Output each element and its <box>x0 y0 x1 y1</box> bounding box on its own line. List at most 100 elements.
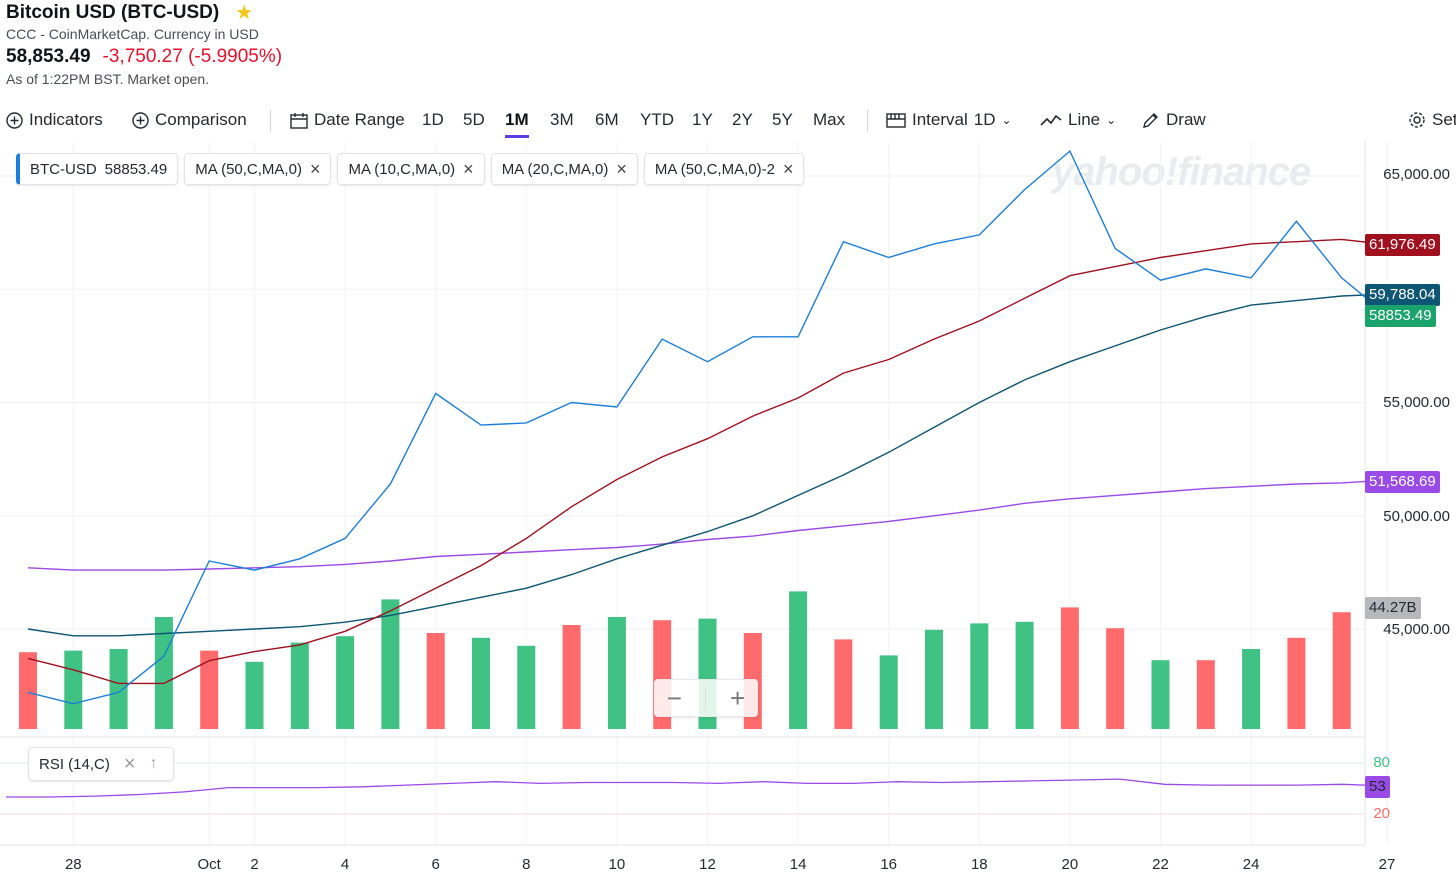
y-tick-55000: 55,000.00 <box>1383 394 1450 411</box>
range-1d[interactable]: 1D <box>422 110 444 129</box>
range-2y[interactable]: 2Y <box>732 110 753 129</box>
volume-bars <box>19 591 1351 729</box>
chart-type-button[interactable]: Line ⌄ <box>1040 104 1116 136</box>
volume-value-tag: 44.27B <box>1365 597 1421 619</box>
volume-bar <box>562 625 581 729</box>
indicator-chips: BTC-USD 58853.49 MA (50,C,MA,0) × MA (10… <box>16 153 805 185</box>
volume-bar <box>517 645 536 729</box>
y-tick-45000: 45,000.00 <box>1383 621 1450 638</box>
range-1m[interactable]: 1M <box>505 104 529 138</box>
yahoo-finance-watermark: yahoo!finance <box>1052 150 1311 194</box>
x-tick-label: 22 <box>1152 856 1169 873</box>
volume-bar <box>1332 612 1351 729</box>
volume-bar <box>64 650 83 729</box>
range-5d[interactable]: 5D <box>463 110 485 129</box>
chip-label: MA (50,C,MA,0)-2 <box>654 160 775 178</box>
volume-bar <box>1287 637 1306 729</box>
interval-label: Interval <box>912 110 968 129</box>
zoom-divider <box>705 686 707 710</box>
chip-label: BTC-USD <box>30 160 97 178</box>
zoom-out-button[interactable]: − <box>666 682 682 713</box>
volume-bar <box>290 642 309 729</box>
volume-bar <box>19 652 37 729</box>
chip-ma-20[interactable]: MA (20,C,MA,0) × <box>490 153 638 185</box>
chip-label: MA (50,C,MA,0) <box>195 160 302 178</box>
volume-bar <box>925 629 943 729</box>
quote-header: Bitcoin USD (BTC-USD) ★ CCC - CoinMarket… <box>6 0 282 87</box>
close-icon[interactable]: × <box>123 752 136 775</box>
chip-label: RSI (14,C) <box>39 755 110 773</box>
draw-button[interactable]: Draw <box>1142 104 1206 136</box>
draw-label: Draw <box>1166 110 1206 129</box>
chip-ma-50[interactable]: MA (50,C,MA,0) × <box>184 153 332 185</box>
volume-bar <box>970 623 989 729</box>
close-icon[interactable]: × <box>463 159 474 179</box>
market-status: As of 1:22PM BST. Market open. <box>6 71 210 87</box>
date-range-label: Date Range <box>314 110 405 129</box>
close-icon[interactable]: × <box>782 159 794 179</box>
chip-ma-10[interactable]: MA (10,C,MA,0) × <box>337 153 485 185</box>
toolbar-divider <box>867 110 868 132</box>
toolbar-divider <box>270 110 271 132</box>
chip-rsi[interactable]: RSI (14,C) × ↑ <box>28 747 174 781</box>
x-axis: 28 Oct 2 4 6 8 10 12 14 16 18 20 22 24 27 <box>65 856 1395 873</box>
chart-toolbar: Indicators Comparison Date Range 1D 5D 1… <box>0 104 1456 138</box>
series-line <box>27 238 1388 685</box>
settings-label: Set <box>1432 110 1456 129</box>
date-range-button[interactable]: Date Range <box>290 104 405 136</box>
volume-bar <box>789 591 808 729</box>
indicators-label: Indicators <box>29 110 103 129</box>
rsi-level-20: 20 <box>1373 805 1390 822</box>
x-tick-label: 20 <box>1062 856 1079 873</box>
star-icon[interactable]: ★ <box>235 2 254 24</box>
volume-bar <box>245 661 264 729</box>
range-5y[interactable]: 5Y <box>772 110 793 129</box>
page-title: Bitcoin USD (BTC-USD) <box>6 2 220 23</box>
volume-bar <box>426 633 445 729</box>
range-3m[interactable]: 3M <box>550 110 574 129</box>
chart-grid <box>0 140 1388 846</box>
range-6m[interactable]: 6M <box>595 110 619 129</box>
pencil-icon <box>1143 113 1158 128</box>
x-tick-label: Oct <box>198 856 222 873</box>
settings-button[interactable]: Set <box>1408 104 1456 136</box>
plus-circle-icon <box>6 111 23 129</box>
range-ytd[interactable]: YTD <box>640 110 674 129</box>
range-1y[interactable]: 1Y <box>692 110 713 129</box>
chip-btc-usd[interactable]: BTC-USD 58853.49 <box>16 153 179 185</box>
ma50-value-tag: 51,568.69 <box>1365 471 1440 493</box>
close-icon[interactable]: × <box>616 159 627 179</box>
volume-bar <box>1106 628 1125 729</box>
volume-bar <box>1151 660 1170 729</box>
close-icon[interactable]: × <box>309 159 321 179</box>
volume-bar <box>1060 607 1079 729</box>
rsi-panel <box>0 762 1388 815</box>
x-tick-label: 8 <box>522 856 530 873</box>
x-tick-label: 6 <box>432 856 440 873</box>
series-line <box>27 479 1388 571</box>
x-tick-label: 10 <box>609 856 626 873</box>
series-line <box>27 149 1388 705</box>
x-tick-label: 4 <box>341 856 349 873</box>
range-max[interactable]: Max <box>813 110 846 129</box>
arrow-up-icon[interactable]: ↑ <box>149 755 158 772</box>
x-tick-label: 18 <box>971 856 988 873</box>
zoom-in-button[interactable]: + <box>730 682 746 713</box>
rsi-value-tag: 53 <box>1365 776 1390 798</box>
calendar-icon <box>290 112 308 129</box>
x-tick-label: 24 <box>1243 856 1260 873</box>
chip-ma-50-2[interactable]: MA (50,C,MA,0)-2 × <box>643 153 805 185</box>
volume-bar <box>336 636 355 729</box>
volume-bar <box>154 617 173 729</box>
indicators-button[interactable]: Indicators <box>6 104 103 136</box>
interval-button[interactable]: Interval 1D ⌄ <box>886 104 1012 136</box>
volume-bar <box>200 650 219 729</box>
comparison-button[interactable]: Comparison <box>132 104 247 136</box>
volume-bar <box>834 639 853 729</box>
interval-value: 1D <box>973 110 996 129</box>
chevron-down-icon: ⌄ <box>1001 113 1012 127</box>
chip-label: MA (20,C,MA,0) <box>501 160 609 178</box>
y-tick-50000: 50,000.00 <box>1383 508 1450 525</box>
price-value-tag: 58853.49 <box>1365 305 1436 327</box>
